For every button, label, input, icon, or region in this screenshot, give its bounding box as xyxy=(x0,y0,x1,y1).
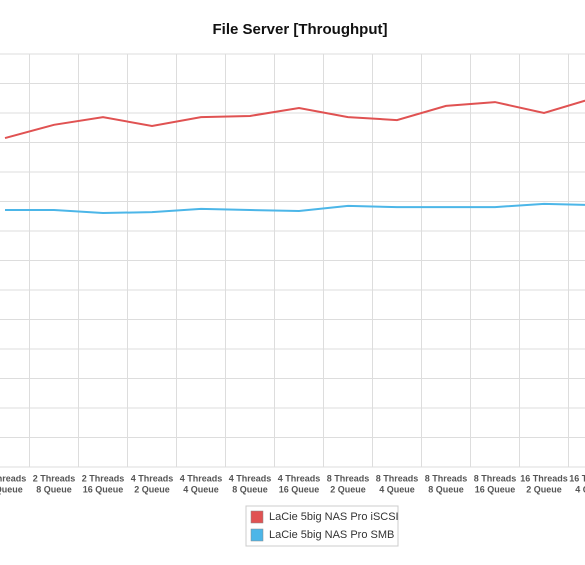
x-tick-label: 8 Threads xyxy=(474,473,517,483)
x-tick-label: 4 Queue xyxy=(183,484,219,494)
x-tick-label: 16 Queue xyxy=(83,484,124,494)
x-tick-label: 4 Queue xyxy=(379,484,415,494)
x-tick-label: 4 Threads xyxy=(229,473,272,483)
x-tick-label: 4 Threads xyxy=(278,473,321,483)
legend-box xyxy=(245,505,399,547)
x-tick-label: 16 Queue xyxy=(279,484,320,494)
series-line xyxy=(5,202,585,215)
x-tick-label: 2 Queue xyxy=(330,484,366,494)
legend-swatch xyxy=(250,510,264,524)
x-tick-label: 4 Queue xyxy=(0,484,23,494)
legend-label: LaCie 5big NAS Pro iSCSI xyxy=(269,511,399,523)
x-tick-label: 8 Queue xyxy=(36,484,72,494)
x-tick-label: 2 Threads xyxy=(33,473,76,483)
x-tick-label: 2 Threads xyxy=(0,473,26,483)
series-line xyxy=(4,99,585,140)
x-tick-label: 16 Threads xyxy=(520,473,568,483)
x-tick-label: 8 Queue xyxy=(428,484,464,494)
x-tick-label: 4 Threads xyxy=(180,473,223,483)
x-tick-label: 2 Queue xyxy=(134,484,170,494)
x-tick-label: 2 Queue xyxy=(526,484,562,494)
x-tick-label: 16 Threads xyxy=(569,473,585,483)
legend-swatch xyxy=(250,528,264,542)
x-tick-label: 4 Threads xyxy=(131,473,174,483)
x-tick-label: 4 Queue xyxy=(575,484,585,494)
x-tick-label: 8 Threads xyxy=(376,473,419,483)
x-tick-label: 16 Queue xyxy=(475,484,516,494)
x-tick-label: 2 Threads xyxy=(82,473,125,483)
x-tick-label: 8 Threads xyxy=(425,473,468,483)
x-tick-label: 8 Threads xyxy=(327,473,370,483)
chart-title: File Server [Throughput] xyxy=(212,21,387,38)
x-tick-label: 8 Queue xyxy=(232,484,268,494)
legend-label: LaCie 5big NAS Pro SMB xyxy=(269,529,394,541)
